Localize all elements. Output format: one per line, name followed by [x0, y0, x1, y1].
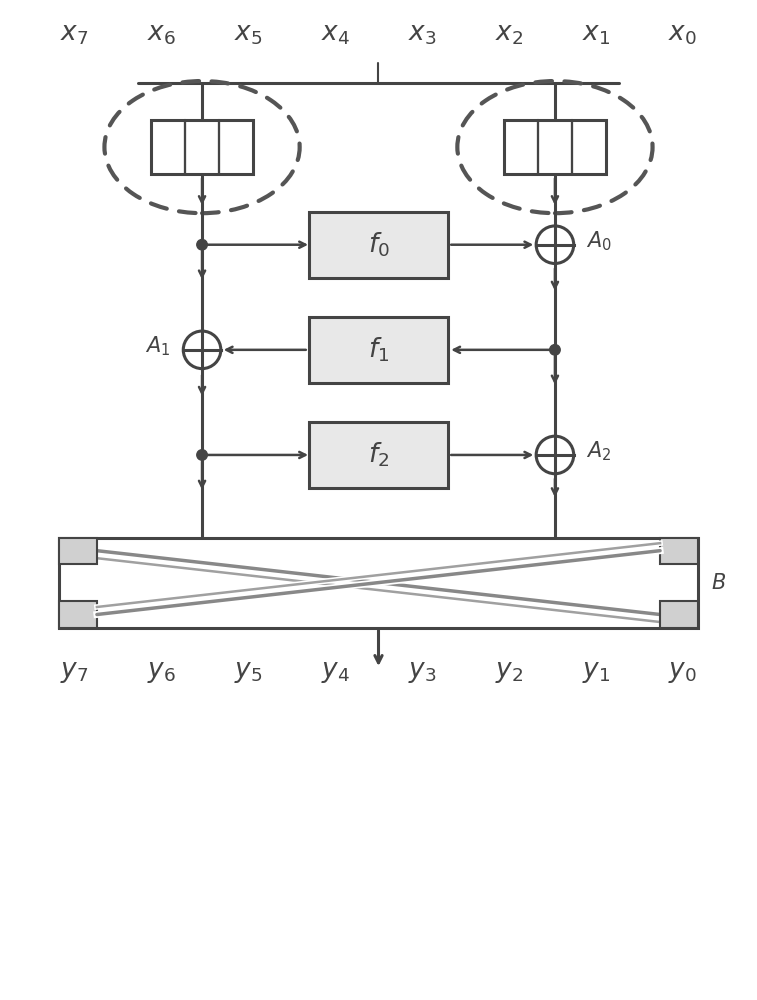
Text: $\mathit{x}_{0}$: $\mathit{x}_{0}$: [668, 22, 697, 47]
Bar: [151, 120, 253, 174]
Text: $\mathit{x}_{3}$: $\mathit{x}_{3}$: [408, 22, 436, 47]
Text: $\mathit{y}_{1}$: $\mathit{y}_{1}$: [581, 660, 610, 685]
Text: $\mathit{x}_{5}$: $\mathit{x}_{5}$: [234, 22, 263, 47]
Text: $\mathit{f}_{2}$: $\mathit{f}_{2}$: [368, 441, 389, 469]
Text: $B$: $B$: [711, 573, 726, 593]
Bar: [59, 601, 97, 628]
Text: $\mathit{f}_{1}$: $\mathit{f}_{1}$: [368, 336, 389, 364]
Text: $A_2$: $A_2$: [587, 439, 612, 463]
Text: $\mathit{y}_{4}$: $\mathit{y}_{4}$: [321, 660, 350, 685]
Text: $\mathit{y}_{2}$: $\mathit{y}_{2}$: [494, 660, 523, 685]
Text: $\mathit{x}_{7}$: $\mathit{x}_{7}$: [61, 22, 89, 47]
Circle shape: [536, 436, 574, 474]
Text: $\mathit{x}_{6}$: $\mathit{x}_{6}$: [147, 22, 176, 47]
Bar: [59, 538, 698, 628]
Text: $\mathit{x}_{2}$: $\mathit{x}_{2}$: [494, 22, 523, 47]
Bar: [660, 601, 698, 628]
Text: $\mathit{f}_{0}$: $\mathit{f}_{0}$: [368, 230, 389, 259]
Bar: [59, 538, 97, 564]
Bar: [309, 422, 448, 488]
Bar: [504, 120, 606, 174]
Text: $\mathit{x}_{4}$: $\mathit{x}_{4}$: [320, 22, 350, 47]
Bar: [309, 317, 448, 383]
Bar: [309, 212, 448, 278]
Text: $\mathit{x}_{1}$: $\mathit{x}_{1}$: [581, 22, 610, 47]
Bar: [660, 538, 698, 564]
Circle shape: [536, 226, 574, 263]
Text: $A_0$: $A_0$: [587, 229, 612, 253]
Text: $A_1$: $A_1$: [145, 334, 170, 358]
Circle shape: [183, 331, 221, 369]
Text: $\mathit{y}_{3}$: $\mathit{y}_{3}$: [408, 660, 436, 685]
Circle shape: [197, 239, 207, 250]
Circle shape: [550, 345, 560, 355]
Text: $\mathit{y}_{6}$: $\mathit{y}_{6}$: [147, 660, 176, 685]
Text: $\mathit{y}_{0}$: $\mathit{y}_{0}$: [668, 660, 697, 685]
Text: $\mathit{y}_{5}$: $\mathit{y}_{5}$: [234, 660, 263, 685]
Text: $\mathit{y}_{7}$: $\mathit{y}_{7}$: [61, 660, 89, 685]
Circle shape: [197, 450, 207, 460]
